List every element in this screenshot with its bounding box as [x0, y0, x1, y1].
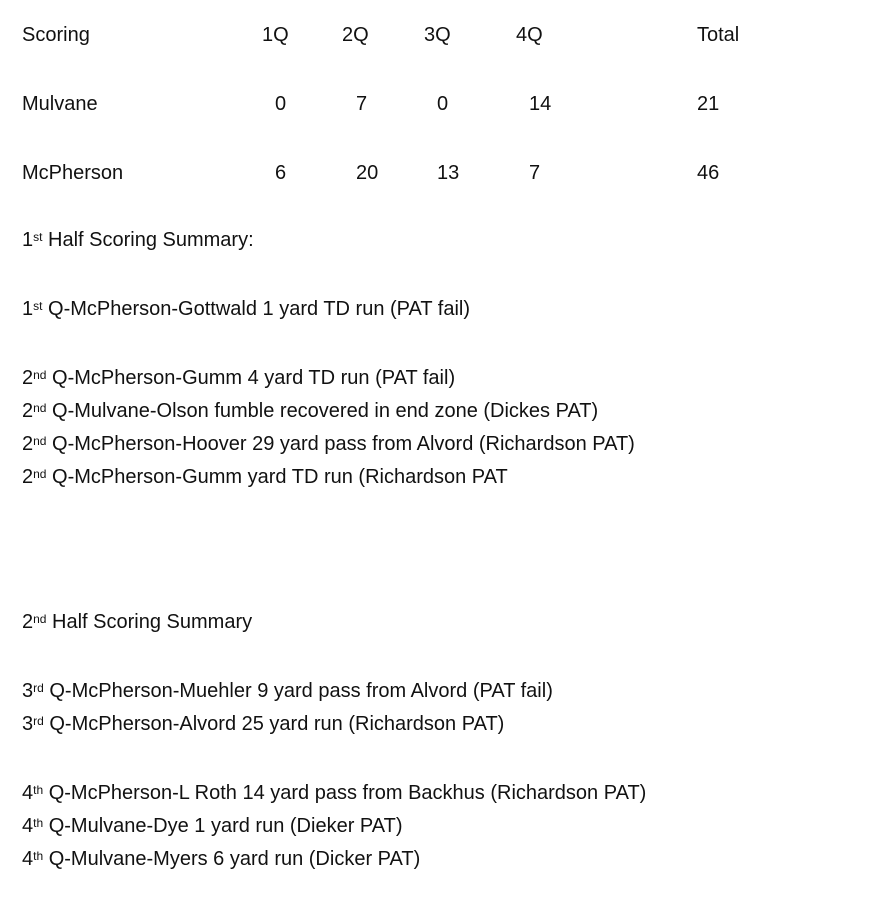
score-total: 46	[697, 162, 720, 184]
header-3q: 3Q	[424, 24, 451, 46]
score-2q: 20	[356, 162, 379, 184]
scoring-play: 2nd Q-McPherson-Hoover 29 yard pass from…	[22, 433, 635, 455]
score-3q: 0	[437, 93, 449, 115]
section-heading: 1st Half Scoring Summary:	[22, 229, 254, 251]
score-4q: 7	[529, 162, 541, 184]
scoring-play: 4th Q-Mulvane-Myers 6 yard run (Dicker P…	[22, 848, 421, 870]
scoring-play: 3rd Q-McPherson-Alvord 25 yard run (Rich…	[22, 713, 505, 735]
score-2q: 7	[356, 93, 368, 115]
score-1q: 0	[275, 93, 287, 115]
scoring-play: 2nd Q-McPherson-Gumm yard TD run (Richar…	[22, 466, 508, 488]
scoring-play: 1st Q-McPherson-Gottwald 1 yard TD run (…	[22, 298, 471, 320]
score-total: 21	[697, 93, 720, 115]
team-name: Mulvane	[22, 93, 98, 115]
header-4q: 4Q	[516, 24, 543, 46]
header-2q: 2Q	[342, 24, 369, 46]
score-1q: 6	[275, 162, 287, 184]
scoring-play: 2nd Q-Mulvane-Olson fumble recovered in …	[22, 400, 599, 422]
scoring-play: 3rd Q-McPherson-Muehler 9 yard pass from…	[22, 680, 553, 702]
header-scoring: Scoring	[22, 24, 90, 46]
score-3q: 13	[437, 162, 460, 184]
header-1q: 1Q	[262, 24, 289, 46]
scoring-play: 4th Q-Mulvane-Dye 1 yard run (Dieker PAT…	[22, 815, 403, 837]
section-heading: 2nd Half Scoring Summary	[22, 611, 253, 633]
scoring-play: 4th Q-McPherson-L Roth 14 yard pass from…	[22, 782, 647, 804]
team-name: McPherson	[22, 162, 124, 184]
header-total: Total	[697, 24, 740, 46]
scoring-play: 2nd Q-McPherson-Gumm 4 yard TD run (PAT …	[22, 367, 456, 389]
score-4q: 14	[529, 93, 552, 115]
